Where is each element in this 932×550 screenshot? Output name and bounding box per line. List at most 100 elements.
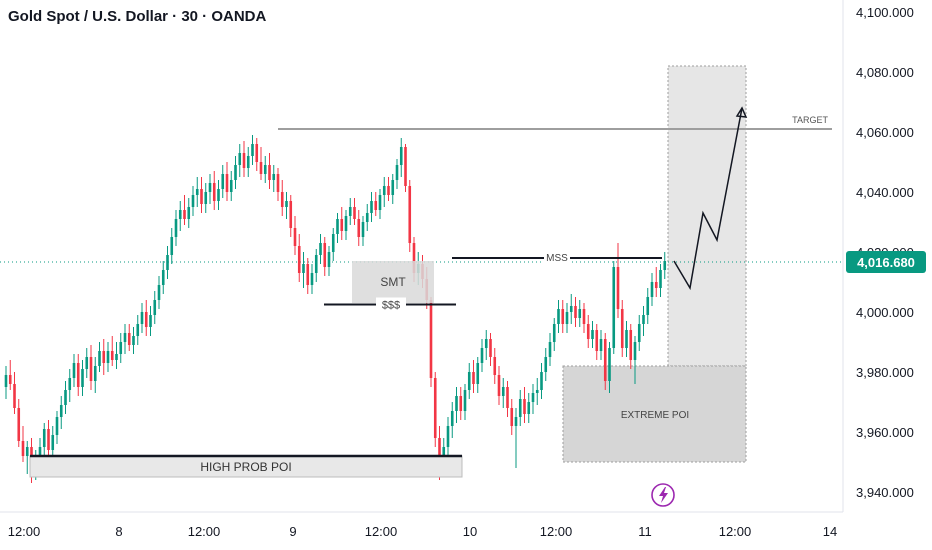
candle-body — [599, 339, 603, 351]
candle — [582, 303, 586, 333]
candle — [314, 249, 318, 282]
x-tick-label: 10 — [463, 524, 477, 539]
candle — [280, 180, 284, 216]
y-tick-label: 3,940.000 — [856, 485, 914, 500]
candle-body — [633, 342, 637, 360]
candle — [629, 324, 633, 369]
x-tick-label: 12:00 — [365, 524, 398, 539]
candle — [510, 399, 514, 435]
candle — [480, 339, 484, 372]
lightning-icon[interactable] — [651, 483, 675, 507]
candle — [446, 417, 450, 456]
candle — [591, 321, 594, 348]
annotations-layer: TARGET MSS SMT $$$ HIGH PROB POI EXTREME… — [29, 106, 832, 478]
candle — [161, 261, 165, 294]
candle — [119, 333, 123, 363]
candle-body — [191, 195, 195, 207]
candle — [574, 297, 577, 327]
candle — [127, 324, 131, 351]
candle-body — [157, 285, 161, 300]
candle-body — [348, 207, 352, 216]
candle-body — [506, 387, 509, 408]
candle — [336, 213, 339, 243]
candle-body — [21, 441, 25, 456]
candle-body — [64, 390, 67, 405]
candle-body — [110, 351, 114, 360]
candle — [64, 381, 67, 414]
candle — [72, 354, 76, 387]
candle-body — [217, 189, 220, 201]
candle-body — [323, 243, 327, 267]
candle — [259, 147, 263, 180]
candle — [93, 357, 97, 393]
candle-body — [616, 267, 620, 309]
candle-body — [246, 156, 250, 168]
candle — [310, 264, 314, 294]
candle-body — [404, 147, 407, 186]
candle-body — [174, 219, 178, 237]
candle-body — [149, 315, 152, 327]
candle-body — [276, 174, 280, 192]
candle — [229, 171, 233, 201]
candle — [663, 252, 667, 279]
candle — [506, 381, 509, 417]
candle — [586, 315, 590, 348]
candle — [518, 390, 522, 426]
candle-body — [463, 390, 467, 411]
smt-zone — [352, 261, 434, 303]
candle — [98, 342, 101, 372]
candle — [144, 300, 148, 336]
candle — [603, 333, 607, 390]
candle — [612, 261, 616, 354]
candle — [429, 297, 433, 387]
candle-body — [391, 180, 395, 195]
candle-body — [17, 408, 21, 441]
candle — [110, 336, 114, 366]
y-tick-label: 4,080.000 — [856, 65, 914, 80]
candle-body — [238, 153, 242, 165]
candle — [13, 372, 16, 414]
candle-body — [357, 219, 361, 237]
candle — [225, 162, 229, 201]
candle — [616, 243, 620, 318]
candle — [463, 384, 467, 420]
candle-body — [637, 324, 641, 342]
extreme-poi-zone — [562, 365, 747, 463]
x-tick-label: 11 — [638, 524, 652, 539]
candle — [642, 306, 645, 336]
candle — [544, 348, 548, 381]
candle — [106, 342, 110, 372]
candle — [497, 366, 501, 405]
smt-label: SMT — [380, 275, 406, 289]
candle — [246, 147, 250, 177]
candle-body — [472, 372, 475, 384]
candle-body — [106, 351, 110, 363]
candle-body — [489, 339, 492, 357]
candle-body — [225, 174, 229, 192]
last-price-badge: 4,016.680 — [846, 250, 926, 273]
candle-body — [13, 384, 16, 408]
candle — [476, 357, 480, 393]
candle — [646, 288, 650, 324]
candle-body — [85, 357, 89, 369]
candle — [149, 306, 152, 336]
candle — [123, 324, 127, 354]
candle — [535, 378, 539, 405]
y-tick-label: 3,980.000 — [856, 365, 914, 380]
candle-body — [561, 309, 565, 324]
candle-body — [527, 402, 531, 414]
candle — [76, 354, 80, 396]
candle — [387, 177, 390, 201]
y-tick-label: 4,100.000 — [856, 5, 914, 20]
candle-body — [306, 264, 310, 285]
y-tick-label: 4,000.000 — [856, 305, 914, 320]
candle — [595, 324, 599, 360]
projected-path — [673, 107, 743, 291]
candle-body — [578, 309, 582, 318]
candle — [578, 300, 582, 327]
candle — [459, 387, 463, 420]
candle — [608, 342, 611, 393]
candle-body — [25, 447, 29, 456]
